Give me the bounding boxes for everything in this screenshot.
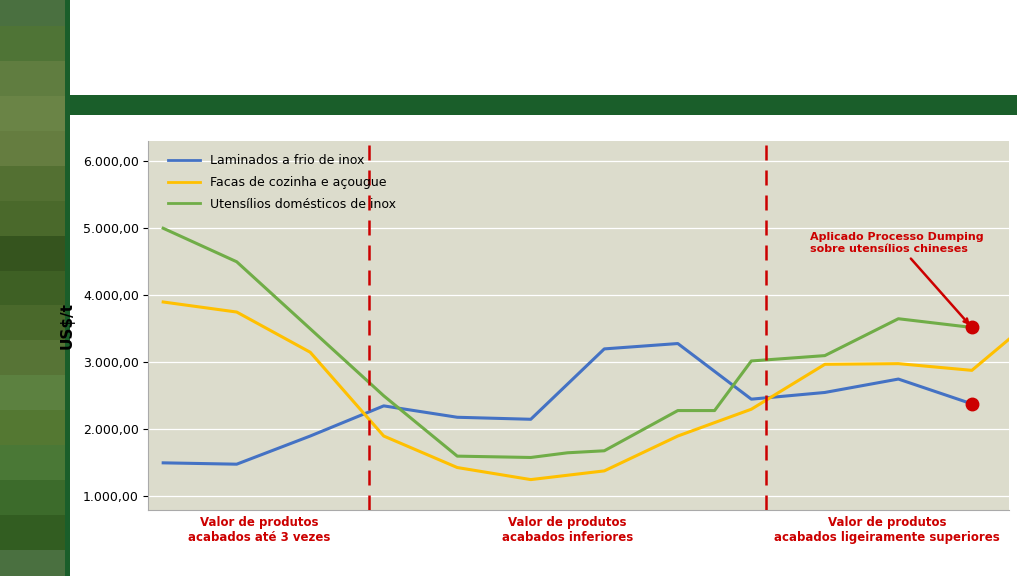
Bar: [0, 236, 67, 271]
Bar: [0, 445, 67, 480]
Bar: [0, 340, 67, 376]
Bar: [0, 200, 67, 236]
Bar: [0, 376, 67, 410]
Bar: [0, 96, 67, 131]
Bar: [0, 410, 67, 445]
Text: Aplicado Processo Dumping
sobre utensílios chineses: Aplicado Processo Dumping sobre utensíli…: [810, 232, 984, 323]
Text: Valor de produtos
acabados ligeiramente superiores: Valor de produtos acabados ligeiramente …: [774, 516, 1000, 544]
Bar: [0, 271, 67, 305]
Bar: [0, 305, 67, 340]
Bar: [0, 26, 67, 61]
Text: Valor de produtos
acabados até 3 vezes: Valor de produtos acabados até 3 vezes: [187, 516, 330, 544]
Bar: [0, 61, 67, 96]
Bar: [0, 166, 67, 200]
Bar: [0, 480, 67, 515]
Y-axis label: US$/t: US$/t: [59, 302, 75, 349]
Legend: Laminados a frio de inox, Facas de cozinha e açougue, Utensílios domésticos de i: Laminados a frio de inox, Facas de cozin…: [164, 149, 400, 216]
Bar: [0, 515, 67, 550]
Text: Valor de produtos
acabados inferiores: Valor de produtos acabados inferiores: [502, 516, 633, 544]
Bar: [0, 131, 67, 166]
